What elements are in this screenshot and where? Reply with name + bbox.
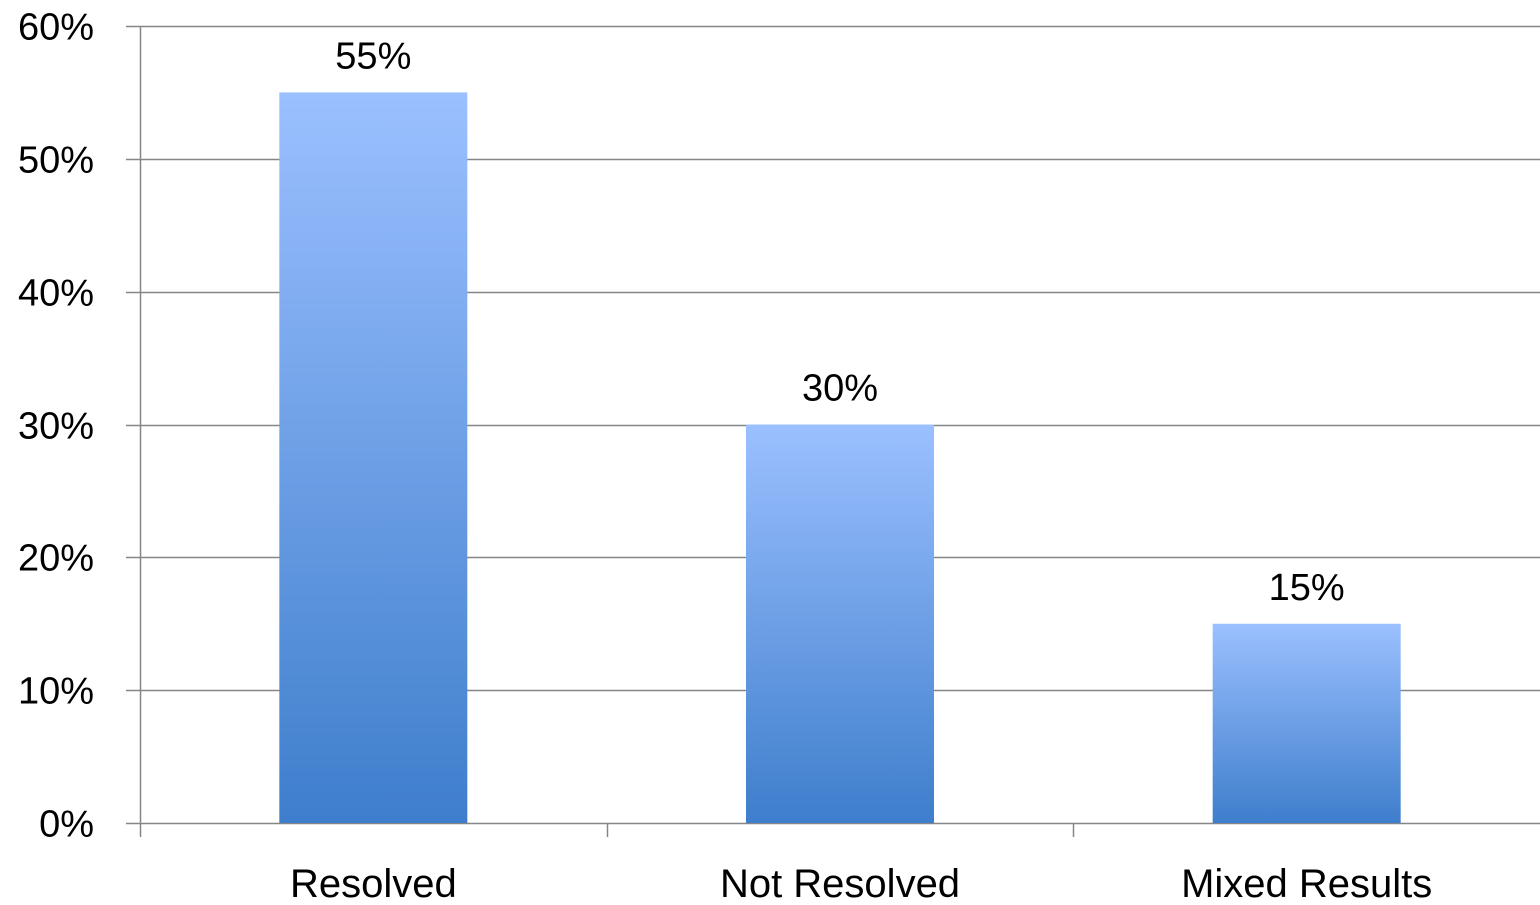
bar-resolved (279, 92, 467, 823)
y-tick-label: 10% (18, 671, 94, 713)
bar-not-resolved (746, 425, 934, 824)
x-category-label: Mixed Results (1181, 862, 1432, 905)
x-category-label: Not Resolved (720, 862, 960, 905)
data-label: 30% (802, 368, 878, 410)
y-tick-label: 0% (39, 804, 94, 846)
data-label: 55% (335, 35, 411, 77)
x-category-label: Resolved (290, 862, 457, 905)
y-tick-label: 20% (18, 538, 94, 580)
y-tick-label: 30% (18, 406, 94, 448)
bar-mixed-results (1213, 624, 1401, 823)
y-tick-label: 60% (18, 7, 94, 49)
y-tick-label: 40% (18, 273, 94, 315)
y-tick-label: 50% (18, 140, 94, 182)
bars (279, 92, 1400, 823)
data-label: 15% (1269, 567, 1345, 609)
